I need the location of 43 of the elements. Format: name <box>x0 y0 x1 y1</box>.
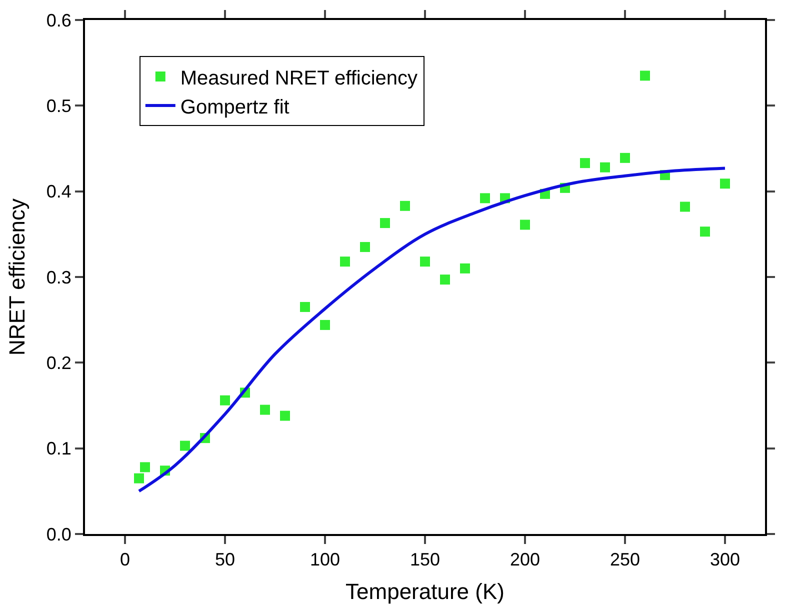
x-axis-title: Temperature (K) <box>346 579 504 604</box>
x-tick-label: 200 <box>510 550 540 570</box>
point <box>300 302 310 312</box>
y-tick-label: 0.4 <box>46 182 72 202</box>
point <box>420 256 430 267</box>
point <box>620 152 630 163</box>
x-tick-label: 300 <box>710 550 740 570</box>
point <box>600 162 610 172</box>
y-tick-label: 0.3 <box>46 267 72 288</box>
y-tick-label: 0.0 <box>46 524 72 544</box>
point <box>580 158 590 168</box>
y-tick-label: 0.5 <box>46 96 72 116</box>
point <box>380 218 390 228</box>
x-tick-label: 150 <box>410 550 440 570</box>
point <box>460 263 470 274</box>
point <box>134 473 144 484</box>
x-tick-label: 50 <box>214 550 236 570</box>
y-tick-label: 0.6 <box>46 10 72 30</box>
point <box>720 178 730 189</box>
legend-label: Gompertz fit <box>180 96 290 118</box>
x-tick-label: 100 <box>310 550 340 570</box>
point <box>520 220 530 230</box>
y-tick-label: 0.1 <box>46 438 72 459</box>
point <box>220 395 230 406</box>
point <box>480 193 490 204</box>
line-series <box>138 166 726 493</box>
point <box>320 320 330 330</box>
y-axis-title: NRET efficiency <box>4 198 30 356</box>
y-tick-label: 0.2 <box>46 352 72 373</box>
point <box>260 404 270 415</box>
point <box>280 410 290 421</box>
legend-label: Measured NRET efficiency <box>180 67 418 90</box>
point <box>400 200 410 211</box>
point <box>360 242 370 252</box>
point <box>180 440 190 451</box>
x-tick-label: 250 <box>610 550 640 570</box>
point <box>340 256 350 267</box>
x-tick-label: 0 <box>120 550 130 570</box>
point <box>640 70 650 81</box>
point <box>140 462 150 472</box>
point <box>700 226 710 237</box>
point <box>680 202 690 212</box>
point <box>440 274 450 285</box>
